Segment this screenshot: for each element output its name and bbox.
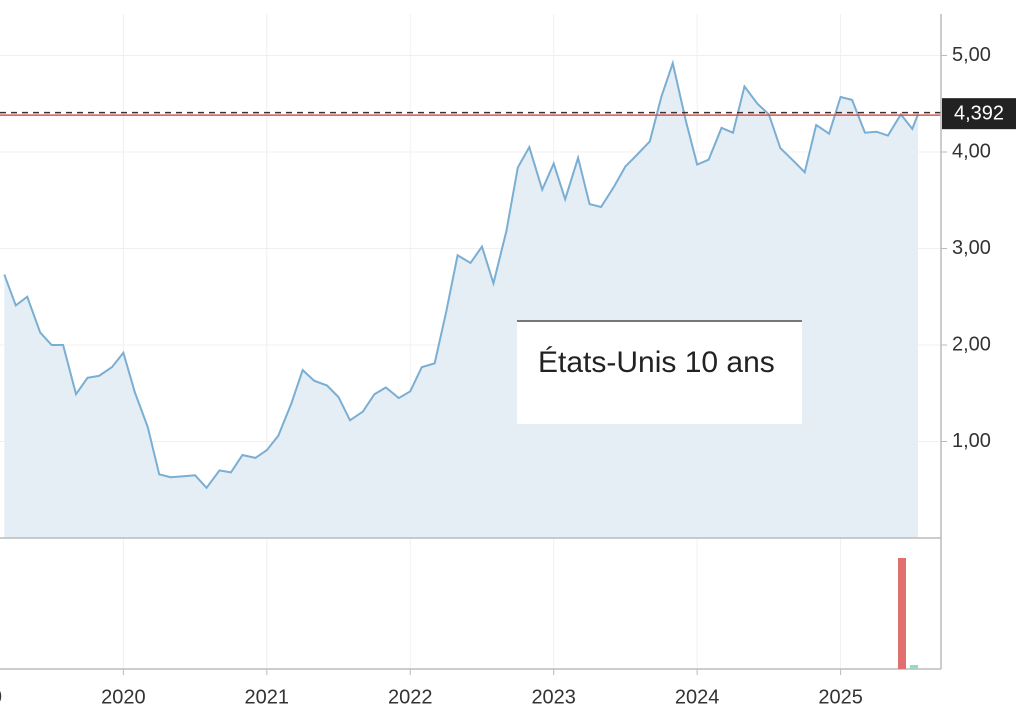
volume-bar [898,558,906,669]
y-tick-label: 2,00 [952,333,991,355]
last-value-box [942,98,1016,130]
x-tick-label: 2019 [0,686,2,708]
x-tick-label: 2024 [675,686,720,708]
volume-bar [910,665,918,669]
x-tick-label: 2025 [818,686,863,708]
y-tick-label: 1,00 [952,430,991,452]
axes: 1,00 2,00 3,00 4,00 5,00 2019 2020 2021 2022 2023… [0,44,1016,708]
x-tick-label: 2022 [388,686,433,708]
annotation-bg [517,320,802,424]
annotation: États-Unis 10 ans [538,346,775,379]
y-tick-label: 4,00 [952,140,991,162]
x-tick-label: 2021 [245,686,290,708]
x-tick-label: 2020 [101,686,146,708]
last-value-label: 4,392 [954,102,1004,124]
line [3,59,919,490]
x-tick-label: 2023 [531,686,576,708]
annotation-box: États-Unis 10 ans [517,320,802,424]
y-tick-label: 3,00 [952,237,991,259]
y-tick-label: 5,00 [952,44,991,66]
